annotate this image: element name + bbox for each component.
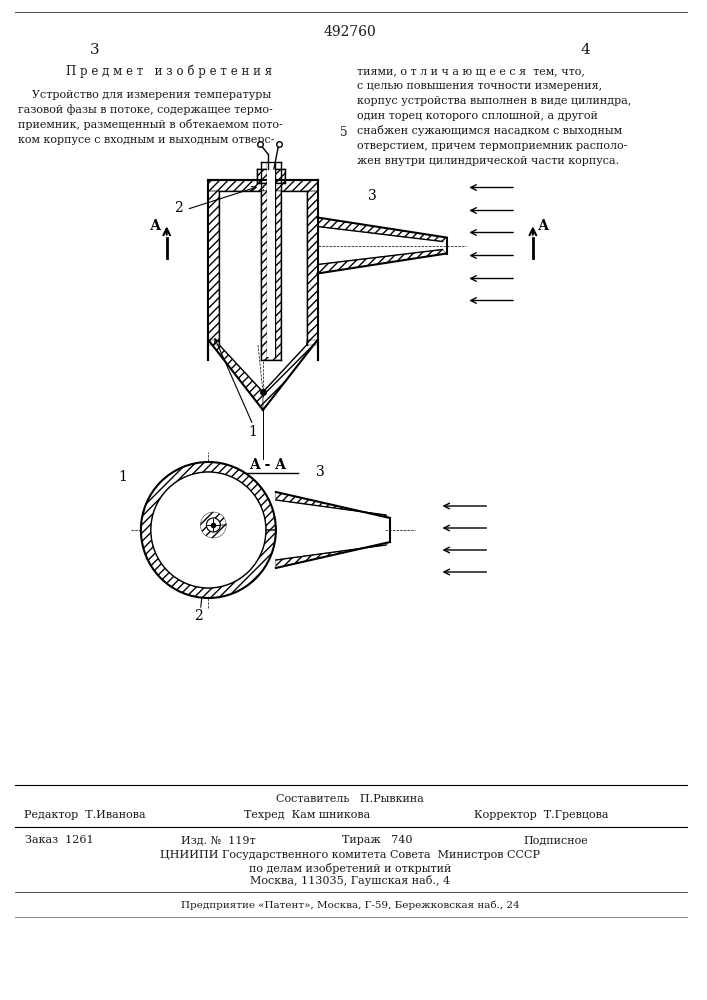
Bar (261, 191, 281, 360)
Text: Предприятие «Патент», Москва, Г-59, Бережковская наб., 24: Предприятие «Патент», Москва, Г-59, Бере… (181, 900, 520, 910)
Text: жен внутри цилиндрической части корпуса.: жен внутри цилиндрической части корпуса. (357, 156, 619, 166)
Text: Тираж   740: Тираж 740 (341, 835, 412, 845)
Polygon shape (141, 462, 276, 598)
Text: ком корпусе с входным и выходным отверс-: ком корпусе с входным и выходным отверс- (18, 135, 274, 145)
Text: тиями, о т л и ч а ю щ е е с я  тем, что,: тиями, о т л и ч а ю щ е е с я тем, что, (357, 66, 585, 76)
Text: А: А (150, 219, 161, 232)
Text: 3: 3 (90, 43, 99, 57)
Text: 2: 2 (194, 609, 203, 623)
Bar (267, 162, 275, 357)
Text: Подписное: Подписное (523, 835, 588, 845)
Polygon shape (276, 500, 386, 560)
Polygon shape (219, 191, 307, 392)
Text: 5: 5 (339, 125, 347, 138)
Text: Заказ  1261: Заказ 1261 (25, 835, 94, 845)
Bar (257, 169, 285, 183)
Text: Техред  Кам шникова: Техред Кам шникова (245, 810, 370, 820)
Text: с целью повышения точности измерения,: с целью повышения точности измерения, (357, 81, 602, 91)
Text: отверстием, причем термоприемник располо-: отверстием, причем термоприемник располо… (357, 141, 628, 151)
Text: один торец которого сплошной, а другой: один торец которого сплошной, а другой (357, 111, 598, 121)
Text: снабжен сужающимся насадком с выходным: снабжен сужающимся насадком с выходным (357, 125, 622, 136)
Bar (209, 180, 317, 191)
Text: 1: 1 (249, 425, 257, 439)
Text: Устройство для измерения температуры: Устройство для измерения температуры (18, 90, 271, 100)
Text: Корректор  Т.Гревцова: Корректор Т.Гревцова (474, 810, 608, 820)
Text: 2: 2 (174, 200, 183, 215)
Text: Москва, 113035, Гаушская наб., 4: Москва, 113035, Гаушская наб., 4 (250, 876, 450, 886)
Text: П р е д м е т   и з о б р е т е н и я: П р е д м е т и з о б р е т е н и я (66, 64, 271, 78)
Circle shape (206, 518, 221, 532)
Text: 3: 3 (368, 188, 377, 202)
Text: 3: 3 (316, 465, 325, 479)
Bar (209, 191, 219, 345)
Circle shape (151, 472, 266, 588)
Text: 4: 4 (580, 43, 590, 57)
Text: Редактор  Т.Иванова: Редактор Т.Иванова (23, 810, 145, 820)
Text: газовой фазы в потоке, содержащее термо-: газовой фазы в потоке, содержащее термо- (18, 105, 273, 115)
Polygon shape (317, 227, 443, 264)
Text: Изд. №  119т: Изд. № 119т (181, 835, 256, 845)
Text: корпус устройства выполнен в виде цилиндра,: корпус устройства выполнен в виде цилинд… (357, 96, 631, 106)
Text: 492760: 492760 (324, 25, 377, 39)
Text: по делам изобретений и открытий: по делам изобретений и открытий (249, 862, 452, 874)
Text: Составитель   П.Рывкина: Составитель П.Рывкина (276, 794, 424, 804)
Text: А: А (538, 219, 549, 232)
Text: ЦНИИПИ Государственного комитета Совета  Министров СССР: ЦНИИПИ Государственного комитета Совета … (160, 850, 540, 860)
Bar (307, 191, 317, 345)
Text: A - A: A - A (250, 458, 286, 472)
Text: приемник, размещенный в обтекаемом пото-: приемник, размещенный в обтекаемом пото- (18, 119, 283, 130)
Text: 1: 1 (119, 470, 127, 484)
